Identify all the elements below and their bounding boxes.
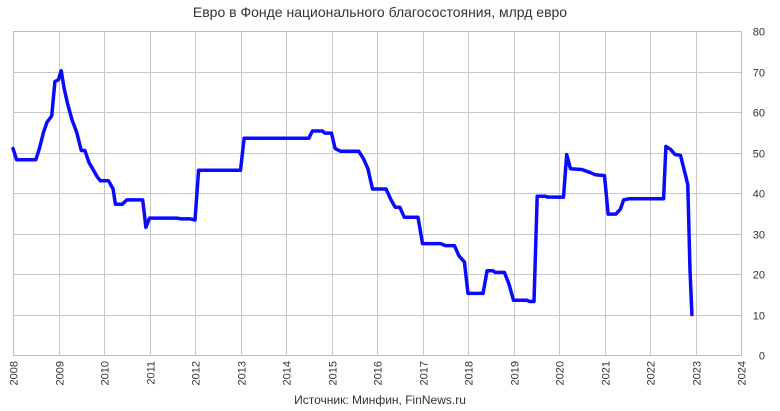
chart-title: Евро в Фонде национального благосостояни… <box>193 4 567 20</box>
x-tick-label: 2012 <box>191 361 203 385</box>
x-tick-label: 2014 <box>282 361 294 385</box>
y-tick-label: 40 <box>753 189 765 201</box>
x-tick-label: 2010 <box>100 361 112 385</box>
y-tick-label: 50 <box>753 149 765 161</box>
x-tick-label: 2016 <box>373 361 385 385</box>
source-note: Источник: Минфин, FinNews.ru <box>294 393 466 407</box>
y-tick-label: 30 <box>753 230 765 242</box>
x-tick-label: 2015 <box>328 361 340 385</box>
x-tick-label: 2017 <box>419 361 431 385</box>
y-tick-label: 20 <box>753 270 765 282</box>
x-tick-label: 2011 <box>146 361 158 385</box>
y-tick-label: 10 <box>753 311 765 323</box>
x-tick-label: 2019 <box>510 361 522 385</box>
x-tick-label: 2018 <box>464 361 476 385</box>
y-axis: 0 10 20 30 40 50 60 70 80 <box>753 27 765 363</box>
x-tick-label: 2024 <box>737 361 749 385</box>
y-tick-label: 60 <box>753 108 765 120</box>
x-tick-label: 2022 <box>646 361 658 385</box>
x-tick-label: 2008 <box>9 361 21 385</box>
y-tick-label: 70 <box>753 68 765 80</box>
x-tick-label: 2013 <box>237 361 249 385</box>
x-tick-label: 2009 <box>55 361 67 385</box>
y-tick-label: 80 <box>753 27 765 39</box>
series-line <box>11 68 694 317</box>
x-tick-label: 2021 <box>601 361 613 385</box>
plot-frame <box>13 31 742 356</box>
y-tick-label: 0 <box>759 351 765 363</box>
x-tick-label: 2023 <box>692 361 704 385</box>
x-axis: 2008 2009 2010 2011 2012 2013 2014 2015 2016 2017… <box>9 361 749 385</box>
grid <box>13 31 742 356</box>
x-tick-label: 2020 <box>555 361 567 385</box>
